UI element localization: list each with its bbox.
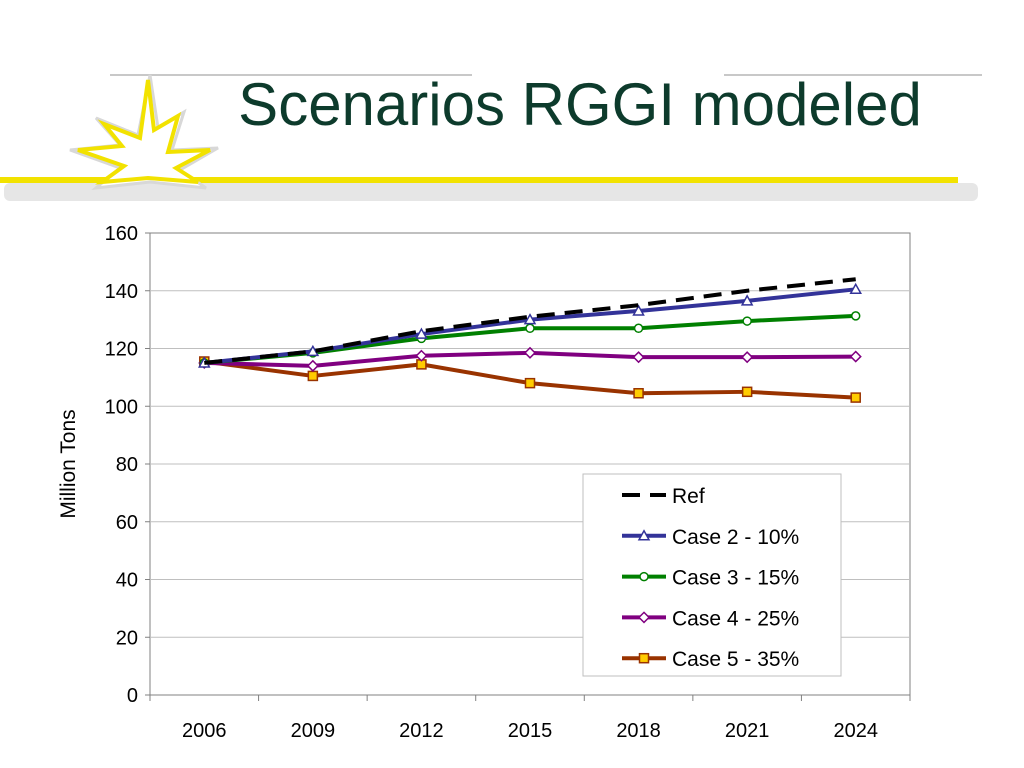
data-point bbox=[632, 304, 645, 316]
data-point bbox=[307, 370, 319, 382]
y-tick-label: 100 bbox=[105, 396, 138, 418]
header-decoration bbox=[0, 74, 982, 201]
x-tick-label: 2009 bbox=[291, 720, 336, 742]
legend-marker bbox=[637, 611, 651, 624]
data-point bbox=[525, 323, 535, 334]
data-point bbox=[741, 351, 754, 364]
x-tick-label: 2012 bbox=[399, 720, 444, 742]
legend-marker bbox=[638, 652, 650, 664]
legend-label: Case 4 - 25% bbox=[672, 607, 799, 630]
x-tick-label: 2018 bbox=[616, 720, 661, 742]
y-tick-label: 20 bbox=[116, 627, 138, 649]
y-axis-ticks: 0 20 40 60 80 100 120 140 160 bbox=[105, 223, 150, 707]
series-4 bbox=[198, 346, 862, 372]
x-tick-label: 2015 bbox=[508, 720, 553, 742]
slide-title: Scenarios RGGI modeled bbox=[238, 71, 922, 138]
y-tick-label: 140 bbox=[105, 281, 138, 303]
data-point bbox=[741, 386, 753, 398]
data-point bbox=[849, 350, 862, 363]
data-point bbox=[849, 282, 862, 295]
legend-label: Case 2 - 10% bbox=[672, 526, 799, 549]
decor-bar-shadow bbox=[4, 183, 978, 201]
legend-item: Ref bbox=[622, 485, 705, 508]
x-tick-label: 2024 bbox=[833, 720, 878, 742]
legend-label: Case 3 - 15% bbox=[672, 567, 799, 590]
data-point bbox=[632, 351, 645, 364]
legend-item: Case 5 - 35% bbox=[622, 648, 799, 671]
series-layer bbox=[198, 277, 862, 403]
y-tick-label: 0 bbox=[127, 685, 138, 707]
legend-item: Case 3 - 15% bbox=[622, 567, 799, 590]
legend-label: Case 5 - 35% bbox=[672, 648, 799, 671]
data-point bbox=[740, 294, 754, 306]
y-tick-label: 120 bbox=[105, 339, 138, 361]
y-tick-label: 60 bbox=[116, 512, 138, 534]
data-point bbox=[633, 388, 644, 399]
data-point bbox=[850, 392, 861, 403]
legend-label: Ref bbox=[672, 485, 705, 508]
data-point bbox=[742, 316, 752, 326]
y-tick-label: 160 bbox=[105, 223, 138, 245]
legend-marker bbox=[639, 571, 649, 582]
legend-item: Case 2 - 10% bbox=[622, 526, 799, 549]
y-axis-label: Million Tons bbox=[57, 409, 80, 518]
data-point bbox=[306, 344, 320, 357]
data-point bbox=[524, 377, 536, 389]
data-point bbox=[850, 311, 861, 321]
data-point bbox=[306, 359, 319, 372]
legend: Ref Case 2 - 10% Case 3 - 15% Case 4 - 25% C… bbox=[582, 473, 842, 677]
x-tick-label: 2006 bbox=[182, 720, 227, 742]
starburst-logo bbox=[69, 74, 219, 191]
y-tick-label: 80 bbox=[116, 454, 138, 476]
data-point bbox=[523, 313, 537, 325]
decor-yellow-bar bbox=[0, 177, 958, 183]
legend-marker bbox=[637, 529, 651, 541]
data-point bbox=[633, 323, 644, 334]
x-tick-label: 2021 bbox=[725, 720, 770, 742]
legend-item: Case 4 - 25% bbox=[622, 607, 799, 630]
x-axis-ticks: 2006 2009 2012 2015 2018 2021 2024 bbox=[149, 695, 911, 742]
series-line bbox=[204, 277, 856, 365]
y-tick-label: 40 bbox=[116, 570, 138, 592]
data-point bbox=[523, 346, 537, 359]
data-point bbox=[415, 349, 428, 362]
series-1 bbox=[204, 277, 856, 365]
data-point bbox=[415, 327, 428, 339]
